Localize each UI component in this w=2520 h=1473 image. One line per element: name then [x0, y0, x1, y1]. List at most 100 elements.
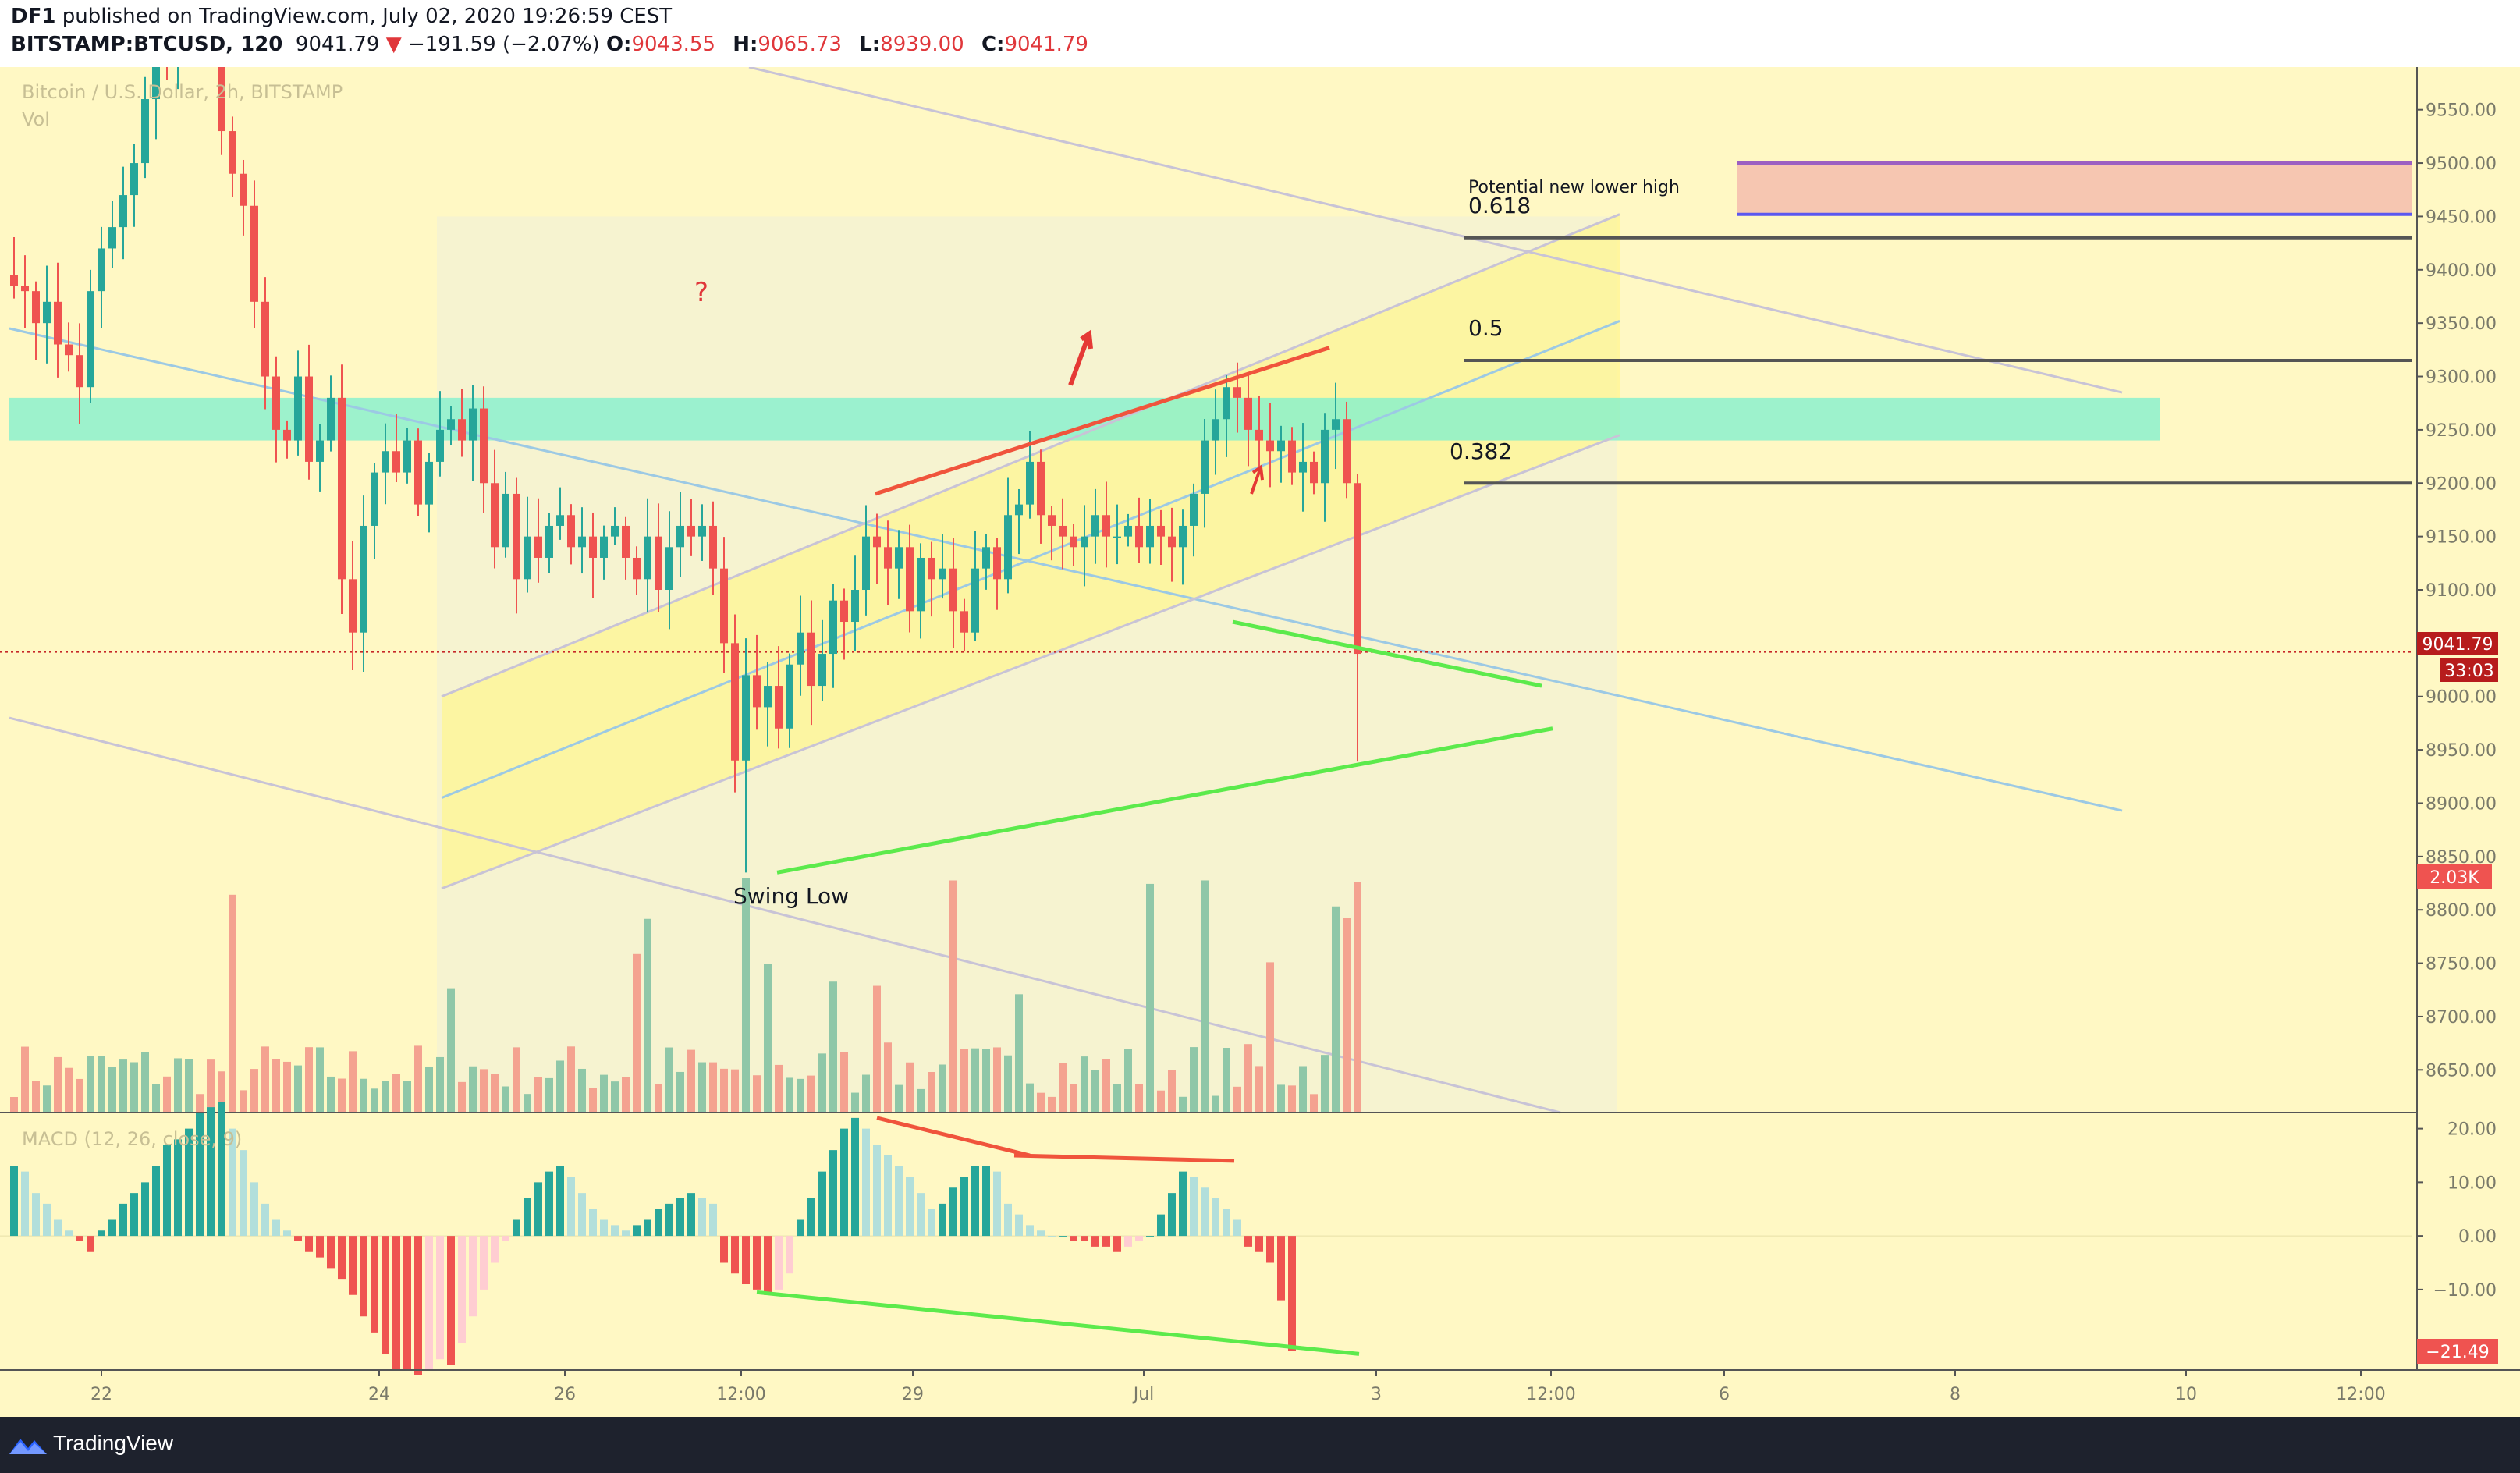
candle-body	[742, 675, 750, 761]
volume-bar	[993, 1047, 1001, 1113]
volume-bar	[54, 1056, 62, 1113]
macd-histogram	[0, 1102, 2412, 1375]
candle-body	[1255, 429, 1263, 441]
candle-body	[425, 461, 433, 505]
chart-header: DF1 published on TradingView.com, July 0…	[0, 0, 2520, 67]
volume-bar	[119, 1059, 127, 1113]
time-tick-label: 3	[1371, 1385, 1382, 1404]
volume-bar	[939, 1064, 946, 1113]
candle-body	[1354, 483, 1361, 655]
time-tick-label: 22	[91, 1385, 112, 1404]
candle-body	[917, 557, 925, 612]
volume-bar	[742, 878, 750, 1113]
price-tick-label: 9100.00	[2426, 581, 2497, 601]
candle-body	[1168, 536, 1176, 548]
candle-body	[982, 547, 990, 569]
macd-bar	[141, 1182, 149, 1237]
macd-bar	[491, 1236, 499, 1263]
volume-bar	[513, 1047, 520, 1113]
macd-bar	[130, 1193, 138, 1237]
volume-bar	[862, 1074, 870, 1113]
volume-bar	[502, 1086, 509, 1113]
volume-bar	[611, 1081, 619, 1113]
high-label: H:	[733, 33, 758, 56]
macd-bar	[65, 1230, 73, 1237]
tradingview-brand[interactable]: TradingView	[53, 1431, 174, 1455]
macd-bar	[119, 1203, 127, 1237]
macd-bar	[1233, 1219, 1241, 1237]
volume-bar	[458, 1081, 466, 1113]
publisher-line: DF1 published on TradingView.com, July 0…	[11, 5, 672, 28]
macd-bar	[807, 1198, 815, 1237]
candle-body	[884, 547, 892, 569]
macd-bar	[797, 1219, 804, 1237]
candle-body	[1081, 536, 1088, 548]
volume-bar	[1212, 1095, 1219, 1113]
macd-bar	[229, 1128, 236, 1237]
volume-bar	[360, 1078, 367, 1113]
macd-bar	[185, 1128, 193, 1237]
candle-body	[502, 493, 509, 548]
volume-bar	[436, 1056, 444, 1113]
macd-bar	[524, 1198, 531, 1237]
time-tick-label: 29	[902, 1385, 924, 1404]
volume-bar	[1070, 1084, 1077, 1113]
macd-bar	[272, 1219, 280, 1237]
candle-body	[600, 536, 608, 558]
time-axis[interactable]: 22 24 26 12:00 29 Jul 3 12:00 6 8 10 12:00	[0, 1369, 2520, 1404]
price-tick-label: 9150.00	[2426, 528, 2497, 548]
candle-body	[1190, 493, 1198, 526]
macd-bar	[1201, 1187, 1209, 1237]
macd-bar	[873, 1145, 881, 1237]
macd-axis[interactable]: 20.00 10.00 0.00 −10.00	[2417, 1120, 2497, 1301]
close-label: C:	[981, 33, 1005, 56]
candle-body	[403, 440, 411, 473]
candle-body	[731, 643, 739, 761]
volume-bar	[130, 1062, 138, 1113]
tradingview-logo-icon[interactable]	[8, 1431, 48, 1459]
volume-bar	[447, 988, 455, 1113]
macd-bar	[589, 1209, 597, 1237]
green-support-line	[776, 726, 1553, 875]
macd-bar	[349, 1236, 357, 1295]
green-descending-line	[1232, 619, 1542, 688]
macd-red-divergence-2	[1013, 1153, 1235, 1163]
macd-title: MACD (12, 26, close, 9)	[22, 1128, 242, 1150]
swing-low-label: Swing Low	[733, 883, 849, 909]
volume-bar	[709, 1062, 717, 1113]
time-tick-label: 24	[368, 1385, 390, 1404]
volume-bar	[906, 1062, 914, 1113]
candle-body	[141, 99, 149, 164]
macd-bar	[371, 1236, 378, 1333]
volume-bar	[928, 1072, 935, 1113]
symbol-name[interactable]: BITSTAMP:BTCUSD, 120	[11, 33, 283, 56]
candle-body	[360, 525, 367, 633]
down-arrow-icon: ▼	[385, 33, 402, 56]
macd-bar	[906, 1177, 914, 1237]
volume-bar	[1081, 1056, 1088, 1113]
high-value: 9065.73	[758, 33, 842, 56]
volume-bar	[786, 1077, 793, 1113]
macd-tick-label: 10.00	[2447, 1173, 2497, 1193]
candle-body	[1201, 440, 1209, 494]
candle-body	[851, 590, 859, 623]
candle-body	[491, 483, 499, 548]
macd-bar	[1026, 1225, 1034, 1237]
author-name[interactable]: DF1	[11, 5, 56, 28]
macd-bar	[403, 1236, 411, 1370]
candle-body	[130, 163, 138, 196]
candle-body	[1015, 504, 1023, 516]
volume-bar	[272, 1059, 280, 1113]
volume-bar	[1059, 1063, 1067, 1113]
volume-bar	[305, 1047, 313, 1113]
macd-bar	[578, 1193, 586, 1237]
chart-canvas[interactable]: 9550.00 9500.00 9450.00 9400.00 9350.00 9300.…	[0, 67, 2520, 1417]
macd-bar	[753, 1236, 761, 1290]
volume-bar	[1124, 1049, 1132, 1113]
candle-body	[949, 568, 957, 612]
candle-body	[524, 536, 531, 580]
price-axis[interactable]: 9550.00 9500.00 9450.00 9400.00 9350.00 9300.…	[2416, 67, 2520, 1370]
macd-bar	[545, 1171, 553, 1237]
volume-bar	[534, 1077, 542, 1113]
volume-bar	[884, 1042, 892, 1113]
